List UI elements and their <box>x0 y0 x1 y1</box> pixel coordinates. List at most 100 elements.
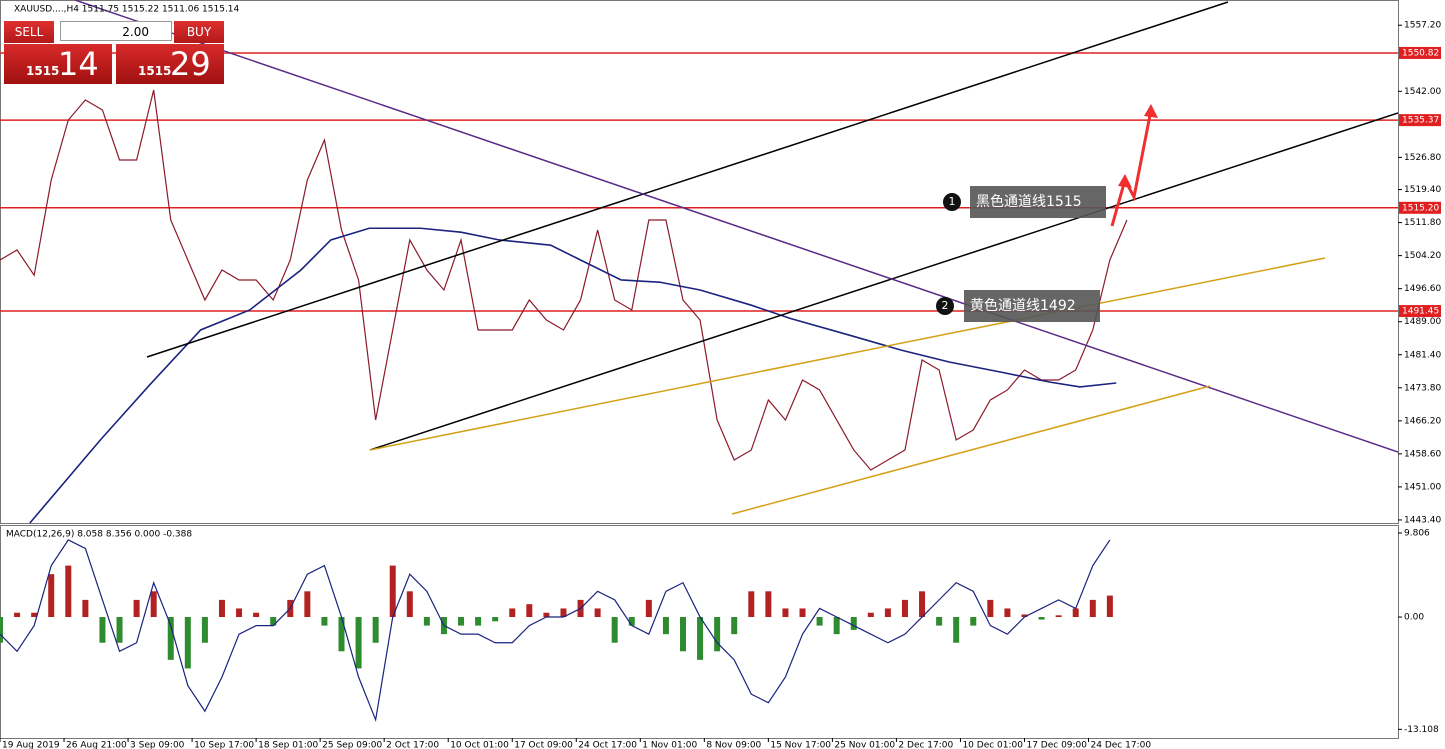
bid-quote[interactable]: 1515 14 <box>4 44 112 84</box>
histogram-bar <box>304 591 311 618</box>
histogram-bar <box>389 565 396 618</box>
histogram-bar <box>526 604 533 618</box>
histogram-bar <box>82 599 89 618</box>
x-tick-label: 10 Oct 01:00 <box>450 741 509 749</box>
histogram-bar <box>1038 617 1045 620</box>
bid-big: 1515 <box>26 64 60 78</box>
x-tick-label: 18 Sep 01:00 <box>258 741 318 749</box>
histogram-bar <box>423 617 430 626</box>
x-tick-label: 17 Oct 09:00 <box>514 741 573 749</box>
histogram-bar <box>936 617 943 626</box>
x-tick-label: 26 Aug 21:00 <box>66 741 127 749</box>
level-label: 1550.82 <box>1402 48 1439 58</box>
buy-button[interactable]: BUY <box>174 21 224 43</box>
trend-line <box>369 257 1326 451</box>
histogram-bar <box>133 599 140 618</box>
x-tick-label: 10 Sep 17:00 <box>194 741 254 749</box>
y-tick-label: 1466.20 <box>1404 416 1441 426</box>
ask-quote[interactable]: 1515 29 <box>116 44 224 84</box>
histogram-bar <box>1089 599 1096 618</box>
annotation-box <box>970 186 1106 218</box>
histogram-bar <box>338 617 345 652</box>
price-line <box>29 227 1117 524</box>
bid-small: 14 <box>58 45 99 83</box>
y-tick-label: 1526.80 <box>1404 153 1441 163</box>
macd-line <box>0 539 1111 723</box>
sell-button[interactable]: SELL <box>4 21 54 43</box>
x-tick-label: 25 Nov 01:00 <box>834 741 895 749</box>
y-tick-label: 1473.80 <box>1404 383 1441 393</box>
annotation-text: 黄色通道线1492 <box>970 297 1076 314</box>
histogram-bar <box>475 617 482 626</box>
annotation: 2 黄色通道线1492 <box>936 290 1100 322</box>
y-tick-label: 1489.00 <box>1404 317 1441 327</box>
histogram-bar <box>919 591 926 618</box>
histogram-bar <box>1072 608 1079 618</box>
histogram-bar <box>167 617 174 660</box>
histogram-bar <box>628 617 635 626</box>
histogram-bar <box>645 599 652 618</box>
histogram-bar <box>1004 608 1011 618</box>
x-tick-label: 15 Nov 17:00 <box>770 741 831 749</box>
lots-input[interactable]: 2.00 <box>60 21 172 41</box>
histogram-bar <box>714 617 721 652</box>
histogram-bar <box>218 599 225 618</box>
histogram-bar <box>1055 615 1062 618</box>
histogram-bar <box>321 617 328 626</box>
forecast-arrow <box>1110 109 1153 227</box>
y-tick-label: 1511.80 <box>1404 218 1441 228</box>
y-tick-label: 1443.40 <box>1404 515 1441 525</box>
annotation-box <box>964 290 1100 322</box>
histogram-bar <box>731 617 738 635</box>
x-tick-label: 3 Sep 09:00 <box>130 741 185 749</box>
histogram-bar <box>748 591 755 618</box>
histogram-bar <box>867 612 874 618</box>
trend-line <box>146 1 1229 358</box>
histogram-bar <box>611 617 618 643</box>
annotation-number: 2 <box>942 299 949 312</box>
histogram-bar <box>1021 614 1028 618</box>
level-label: 1535.37 <box>1402 116 1439 126</box>
x-tick-label: 10 Dec 01:00 <box>962 741 1023 749</box>
histogram-bar <box>99 617 106 643</box>
chart-title: XAUUSD....,H4 1511.75 1515.22 1511.06 15… <box>14 5 240 15</box>
y-tick-label: -13.108 <box>1404 725 1439 735</box>
histogram-bar <box>270 617 277 626</box>
histogram-bar <box>543 612 550 618</box>
y-tick-label: 1451.00 <box>1404 482 1441 492</box>
histogram-bar <box>372 617 379 643</box>
x-tick-label: 8 Nov 09:00 <box>706 741 761 749</box>
annotation-marker <box>936 297 954 315</box>
trend-line <box>369 112 1399 451</box>
histogram-bar <box>31 612 38 618</box>
histogram-bar <box>184 617 191 669</box>
histogram-bar <box>201 617 208 643</box>
histogram-bar <box>65 565 72 618</box>
x-tick-label: 19 Aug 2019 <box>2 741 60 749</box>
arrow-head <box>1144 104 1158 118</box>
annotation-text: 黑色通道线1515 <box>976 193 1082 210</box>
ask-small: 29 <box>170 45 211 83</box>
arrow-head <box>1118 174 1132 188</box>
histogram-bar <box>14 612 21 618</box>
x-tick-label: 24 Dec 17:00 <box>1091 741 1152 749</box>
trend-line <box>74 0 1399 453</box>
x-tick-label: 2 Oct 17:00 <box>386 741 439 749</box>
histogram-bar <box>799 608 806 618</box>
annotation-number: 1 <box>949 195 956 208</box>
histogram-bar <box>765 591 772 618</box>
drawings <box>74 0 1399 515</box>
level-label-box <box>1399 201 1441 214</box>
y-tick-label: 1458.60 <box>1404 449 1441 459</box>
x-tick-label: 25 Sep 09:00 <box>322 741 382 749</box>
ask-big: 1515 <box>138 64 172 78</box>
histogram-bar <box>509 608 516 618</box>
histogram-bar <box>782 608 789 618</box>
x-tick-label: 17 Dec 09:00 <box>1026 741 1087 749</box>
annotation: 1 黑色通道线1515 <box>943 186 1106 218</box>
histogram-bar <box>458 617 465 626</box>
histogram-bar <box>594 608 601 618</box>
histogram-bar <box>0 617 3 643</box>
